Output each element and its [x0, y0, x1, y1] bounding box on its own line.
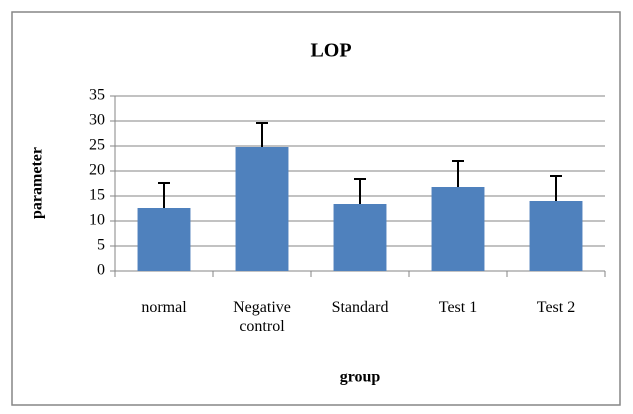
error-bar	[354, 178, 366, 204]
error-bar	[550, 175, 562, 201]
error-bar	[452, 160, 464, 187]
y-tick-label: 5	[97, 237, 105, 254]
bar	[529, 201, 583, 271]
y-tick-label: 0	[97, 262, 105, 279]
x-tick-label: Negative control	[233, 299, 291, 335]
y-tick-label: 20	[89, 162, 105, 179]
y-tick-label: 25	[89, 137, 105, 154]
chart-title: LOP	[310, 40, 351, 62]
bar	[235, 147, 289, 271]
y-tick-label: 30	[89, 112, 105, 129]
error-bar	[256, 122, 268, 147]
x-tick-label: Test 2	[536, 299, 576, 316]
bar	[333, 204, 387, 271]
x-tick-label: Standard	[331, 299, 389, 316]
chart-border	[11, 11, 621, 406]
bar	[431, 187, 485, 271]
x-tick-label: normal	[141, 299, 187, 316]
y-axis-label: parameter	[29, 147, 46, 219]
x-axis-label: group	[340, 369, 381, 386]
y-tick-label: 35	[89, 87, 105, 104]
bar	[137, 208, 191, 271]
x-tick-label: Test 1	[438, 299, 478, 316]
y-tick-label: 10	[89, 212, 105, 229]
error-bar	[158, 182, 170, 208]
y-tick-label: 15	[89, 187, 105, 204]
